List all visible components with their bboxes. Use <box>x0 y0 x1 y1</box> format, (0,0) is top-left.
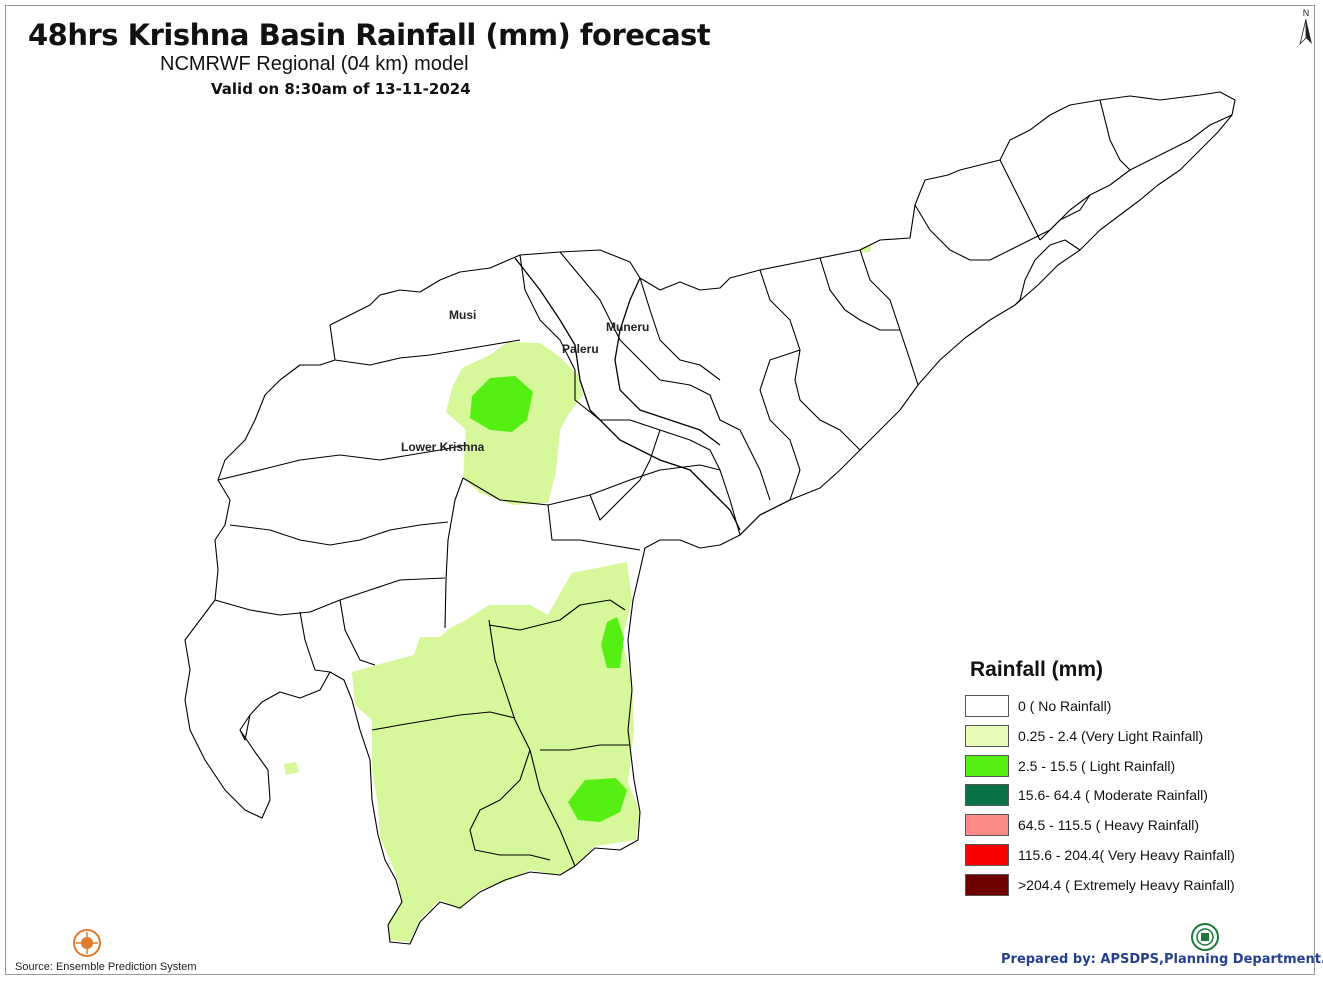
paleru-basin-line <box>614 277 721 446</box>
boundary-3 <box>519 254 741 536</box>
legend-item: 115.6 - 204.4( Very Heavy Rainfall) <box>965 843 1285 867</box>
very-light-patch-ne <box>860 244 872 253</box>
boundary-15 <box>299 611 331 673</box>
prepared-by: Prepared by: APSDPS,Planning Department. <box>1001 952 1323 967</box>
boundary-22 <box>639 277 721 381</box>
very-light-rainfall-areas <box>284 244 872 942</box>
boundary-23 <box>819 257 900 331</box>
boundary-27 <box>1039 194 1091 241</box>
legend-swatch <box>965 843 1009 866</box>
legend-item: 0.25 - 2.4 (Very Light Rainfall) <box>965 724 1285 748</box>
map-subtitle: NCMRWF Regional (04 km) model <box>160 53 469 75</box>
legend-swatch <box>965 724 1009 747</box>
basin-boundaries <box>514 257 741 531</box>
boundary-1 <box>217 444 467 481</box>
valid-date: Valid on 8:30am of 13-11-2024 <box>211 80 471 98</box>
boundary-8 <box>488 619 576 867</box>
legend-rows: 0 ( No Rainfall) 0.25 - 2.4 (Very Light R… <box>965 694 1285 897</box>
boundary-14 <box>229 521 449 546</box>
light-area-north <box>470 376 533 432</box>
legend-title: Rainfall (mm) <box>970 658 1104 681</box>
boundary-11 <box>469 749 551 861</box>
boundary-24 <box>589 429 661 521</box>
basin-label-lower-krishna: Lower Krishna <box>401 440 485 454</box>
boundary-28 <box>239 714 251 741</box>
rainfall-legend: Rainfall (mm) 0 ( No Rainfall) 0.25 - 2.4… <box>965 658 1285 903</box>
legend-label: 0.25 - 2.4 (Very Light Rainfall) <box>1018 727 1204 744</box>
basin-label-muneru: Muneru <box>606 320 650 334</box>
boundary-7 <box>547 504 641 551</box>
legend-item: 15.6- 64.4 ( Moderate Rainfall) <box>965 783 1285 807</box>
boundary-17 <box>759 269 861 451</box>
legend-label: 115.6 - 204.4( Very Heavy Rainfall) <box>1018 846 1235 863</box>
legend-item: 0 ( No Rainfall) <box>965 694 1285 718</box>
legend-label: 0 ( No Rainfall) <box>1018 698 1112 714</box>
very-light-area-south <box>352 562 640 942</box>
boundary-12 <box>488 599 626 631</box>
boundary-25 <box>739 349 801 536</box>
source-note: Source: Ensemble Prediction System <box>15 961 197 973</box>
planning-dept-logo-icon <box>1191 923 1219 951</box>
north-arrow-icon: N <box>1299 8 1312 46</box>
legend-label: 2.5 - 15.5 ( Light Rainfall) <box>1018 757 1176 774</box>
krishna-basin-line <box>514 257 741 531</box>
legend-label: >204.4 ( Extremely Heavy Rainfall) <box>1018 876 1235 893</box>
basin-label-musi: Musi <box>449 308 477 322</box>
map-title: 48hrs Krishna Basin Rainfall (mm) foreca… <box>28 18 711 52</box>
boundary-20 <box>999 159 1041 241</box>
light-area-coast <box>601 617 624 668</box>
light-rainfall-areas <box>470 376 627 822</box>
boundary-4 <box>559 251 771 501</box>
boundary-6 <box>462 464 721 506</box>
boundary-18 <box>859 249 919 386</box>
legend-swatch <box>965 814 1009 837</box>
legend-swatch <box>965 873 1009 896</box>
boundary-2 <box>334 339 521 366</box>
legend-swatch <box>965 754 1009 777</box>
legend-label: 64.5 - 115.5 ( Heavy Rainfall) <box>1018 817 1200 834</box>
boundary-26 <box>1099 99 1131 171</box>
boundary-21 <box>1014 239 1081 306</box>
legend-swatch <box>965 784 1009 807</box>
basin-label-paleru: Paleru <box>562 342 599 356</box>
legend-label: 15.6- 64.4 ( Moderate Rainfall) <box>1018 787 1208 804</box>
boundary-19 <box>914 114 1233 261</box>
legend-item: >204.4 ( Extremely Heavy Rainfall) <box>965 873 1285 897</box>
boundary-16 <box>339 599 376 666</box>
legend-swatch <box>965 695 1009 717</box>
boundary-5 <box>444 477 464 629</box>
state-outline <box>184 91 1236 945</box>
boundary-9 <box>371 711 516 731</box>
district-boundaries <box>184 91 1236 945</box>
map-frame <box>5 5 1315 975</box>
legend-item: 2.5 - 15.5 ( Light Rainfall) <box>965 754 1285 778</box>
north-label: N <box>1303 8 1310 18</box>
boundary-13 <box>214 577 446 616</box>
boundary-10 <box>540 744 630 751</box>
light-area-south <box>568 778 627 822</box>
legend-item: 64.5 - 115.5 ( Heavy Rainfall) <box>965 813 1285 837</box>
apsdps-logo-icon <box>73 929 101 957</box>
very-light-patch <box>284 762 299 775</box>
